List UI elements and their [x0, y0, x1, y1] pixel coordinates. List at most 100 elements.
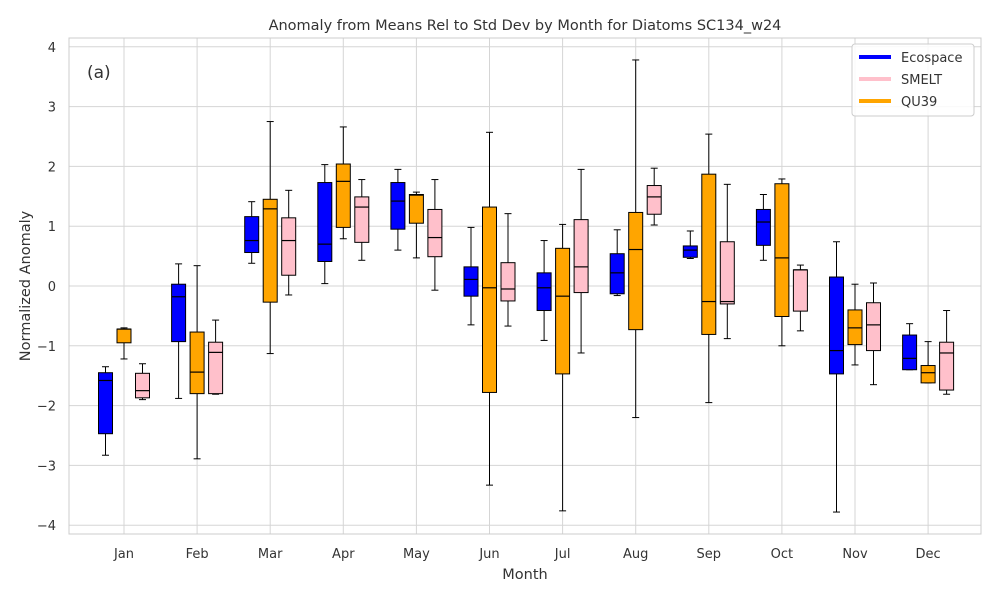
plot-frame	[68, 37, 982, 535]
iqr-box	[920, 365, 936, 384]
box-smelt-mar	[281, 189, 297, 296]
x-tick-label: Apr	[332, 547, 355, 562]
y-tick-label: 0	[48, 280, 56, 295]
iqr-box	[208, 341, 224, 395]
box-qu39-aug	[628, 59, 644, 419]
y-axis-label: Normalized Anomaly	[18, 210, 34, 361]
box-ecospace-feb	[171, 263, 187, 399]
iqr-box	[281, 217, 297, 276]
iqr-box	[244, 216, 260, 254]
x-tick-label: Aug	[623, 547, 648, 562]
iqr-box	[482, 206, 497, 393]
iqr-box	[792, 269, 808, 312]
box-qu39-jan	[116, 327, 132, 360]
y-tick-label: 2	[48, 160, 56, 175]
iqr-box	[939, 341, 955, 391]
box-smelt-nov	[866, 282, 881, 386]
box-ecospace-mar	[244, 201, 260, 264]
iqr-box	[755, 208, 771, 246]
iqr-box	[116, 328, 132, 344]
iqr-box	[135, 372, 150, 399]
x-tick-label: Sep	[697, 547, 722, 562]
box-qu39-jul	[555, 223, 571, 512]
box-qu39-dec	[920, 341, 936, 384]
y-tick-label: 4	[48, 41, 56, 56]
legend-label-smelt: SMELT	[901, 73, 942, 88]
x-axis-label: Month	[502, 567, 547, 583]
iqr-box	[774, 183, 790, 317]
grid	[69, 38, 981, 534]
iqr-box	[902, 334, 918, 371]
box-ecospace-may	[390, 168, 406, 251]
y-tick-label: −1	[37, 340, 56, 355]
box-ecospace-aug	[609, 229, 625, 297]
box-smelt-feb	[208, 319, 224, 395]
iqr-box	[317, 182, 333, 262]
box-smelt-jul	[573, 168, 589, 354]
iqr-box	[262, 198, 278, 303]
iqr-box	[682, 245, 698, 258]
x-tick-label: Mar	[258, 547, 283, 562]
iqr-box	[354, 196, 370, 243]
box-smelt-jun	[500, 213, 516, 327]
iqr-box	[701, 173, 717, 335]
tick-labels: −4 −3 −2 −1 0 1 2 3 4 Jan Feb Mar Apr May Jun Jul Aug Sep…	[37, 41, 941, 562]
iqr-box	[500, 262, 516, 302]
box-layer	[98, 59, 955, 513]
iqr-box	[829, 276, 844, 375]
y-tick-label: −4	[37, 519, 56, 534]
box-qu39-oct	[774, 178, 790, 347]
box-qu39-nov	[847, 283, 863, 366]
iqr-box	[866, 302, 881, 352]
panel-label: (a)	[87, 63, 111, 83]
y-tick-label: −3	[37, 459, 56, 474]
box-smelt-jan	[135, 363, 150, 401]
box-smelt-dec	[939, 310, 955, 395]
x-tick-label: Oct	[771, 547, 793, 562]
iqr-box	[189, 331, 205, 395]
box-ecospace-jul	[536, 240, 552, 341]
legend-label-ecospace: Ecospace	[901, 51, 962, 66]
box-qu39-jun	[482, 131, 497, 486]
box-qu39-apr	[335, 126, 351, 240]
y-tick-label: 1	[48, 220, 56, 235]
iqr-box	[609, 253, 625, 295]
box-ecospace-oct	[755, 194, 771, 261]
x-tick-label: May	[403, 547, 430, 562]
box-ecospace-apr	[317, 164, 333, 285]
box-smelt-aug	[646, 167, 662, 226]
x-tick-label: Jan	[113, 547, 134, 562]
box-qu39-mar	[262, 121, 278, 355]
iqr-box	[463, 266, 479, 297]
x-tick-label: Dec	[916, 547, 941, 562]
legend-frame	[851, 43, 975, 117]
box-ecospace-jan	[98, 366, 113, 456]
iqr-box	[98, 372, 113, 435]
iqr-box	[335, 163, 351, 228]
box-smelt-sep	[719, 183, 735, 340]
iqr-box	[390, 182, 406, 230]
box-qu39-sep	[701, 133, 717, 404]
iqr-box	[408, 194, 424, 224]
x-tick-label: Jul	[554, 547, 571, 562]
iqr-box	[555, 247, 571, 375]
iqr-box	[573, 219, 589, 294]
iqr-box	[628, 211, 644, 331]
iqr-box	[427, 208, 443, 258]
chart-title: Anomaly from Means Rel to Std Dev by Mon…	[269, 18, 782, 34]
iqr-box	[536, 272, 552, 312]
iqr-box	[646, 185, 662, 215]
x-tick-label: Jun	[478, 547, 499, 562]
box-ecospace-nov	[829, 241, 844, 513]
y-tick-label: −2	[37, 400, 56, 415]
box-qu39-may	[408, 191, 424, 259]
box-ecospace-jun	[463, 226, 479, 326]
box-smelt-apr	[354, 179, 370, 261]
box-qu39-feb	[189, 265, 205, 460]
x-tick-label: Nov	[842, 547, 868, 562]
x-tick-label: Feb	[186, 547, 209, 562]
legend: Ecospace SMELT QU39	[851, 43, 975, 117]
box-smelt-oct	[792, 264, 808, 332]
